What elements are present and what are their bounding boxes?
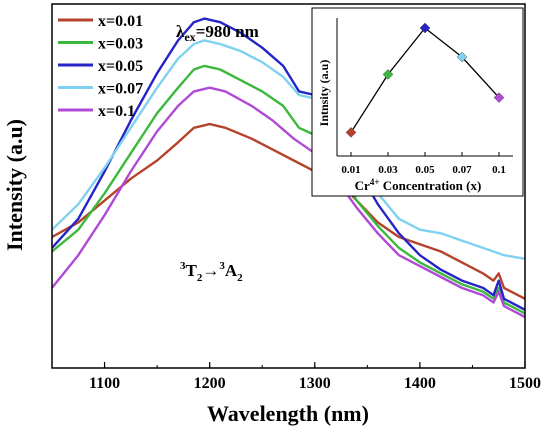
transition-label-part: T <box>186 261 198 280</box>
x-tick-label: 1300 <box>299 375 331 392</box>
series-line <box>51 64 526 315</box>
inset-x-tick-label: 0.1 <box>492 164 506 176</box>
inset-x-axis-label-sup: 4+ <box>370 177 380 187</box>
x-tick-label: 1100 <box>89 375 120 392</box>
excitation-label-sub: ex <box>184 30 195 44</box>
inset-x-axis-label-prefix: Cr <box>355 178 370 193</box>
inset-plot: 0.01 0.03 0.05 0.07 0.1 <box>336 18 513 176</box>
transition-label-part: A <box>225 261 238 280</box>
inset-marker <box>419 22 431 34</box>
inset-x-axis-label-suffix: Concentration (x) <box>379 178 481 193</box>
transition-label-part: → <box>202 261 219 280</box>
transition-label-part: 2 <box>197 272 203 284</box>
legend-label: x=0.01 <box>98 13 143 30</box>
inset-frame <box>311 7 524 197</box>
series-line <box>51 17 526 311</box>
excitation-label-suffix: =980 nm <box>196 22 259 41</box>
legend-label: x=0.03 <box>98 36 143 53</box>
series-line <box>51 39 526 260</box>
inset-x-tick-label: 0.01 <box>341 164 360 176</box>
inset-marker <box>382 69 394 80</box>
inset-marker <box>345 127 357 138</box>
inset-x-tick-label: 0.07 <box>452 164 472 176</box>
excitation-label-prefix: λ <box>176 22 185 41</box>
x-tick-label: 1500 <box>509 375 541 392</box>
legend-label: x=0.1 <box>98 103 135 120</box>
legend-label: x=0.05 <box>98 58 143 75</box>
inset-x-tick-label: 0.03 <box>378 164 398 176</box>
legend-label: x=0.07 <box>98 81 143 98</box>
main-plot-frame <box>51 3 526 369</box>
inset-marker <box>456 51 468 63</box>
inset-x-axis-label: Cr4+ Concentration (x) <box>355 177 482 193</box>
transition-label-part: 3 <box>180 260 186 272</box>
main-x-axis-label: Wavelength (nm) <box>207 401 369 426</box>
main-y-axis-label: Intensity (a.u) <box>2 119 27 251</box>
main-x-ticks: 1100 1200 1300 1400 1500 <box>51 362 541 392</box>
x-tick-label: 1200 <box>194 375 226 392</box>
transition-label: 3T2→3A2 <box>180 260 243 284</box>
inset-x-tick-label: 0.05 <box>415 164 435 176</box>
transition-label-part: 2 <box>237 272 243 284</box>
inset-y-axis-label: Intnsity (a.u) <box>317 60 331 127</box>
excitation-label: λex=980 nm <box>176 22 259 44</box>
transition-label-part: 3 <box>219 260 225 272</box>
x-tick-label: 1400 <box>404 375 436 392</box>
inset-marker <box>493 92 505 103</box>
legend: x=0.01 x=0.03 x=0.05 x=0.07 x=0.1 <box>58 13 143 120</box>
